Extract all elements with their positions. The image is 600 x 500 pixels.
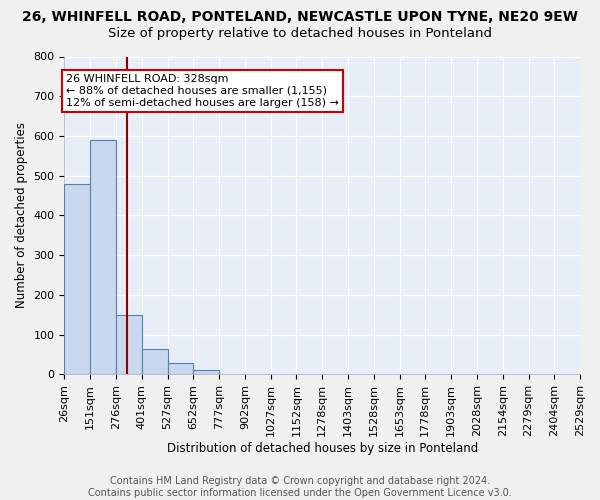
Y-axis label: Number of detached properties: Number of detached properties <box>15 122 28 308</box>
Bar <box>193 370 219 374</box>
Bar <box>142 348 167 374</box>
Text: Size of property relative to detached houses in Ponteland: Size of property relative to detached ho… <box>108 28 492 40</box>
Bar <box>116 315 142 374</box>
Bar <box>64 184 90 374</box>
Text: 26 WHINFELL ROAD: 328sqm
← 88% of detached houses are smaller (1,155)
12% of sem: 26 WHINFELL ROAD: 328sqm ← 88% of detach… <box>66 74 339 108</box>
Text: Contains HM Land Registry data © Crown copyright and database right 2024.
Contai: Contains HM Land Registry data © Crown c… <box>88 476 512 498</box>
Text: 26, WHINFELL ROAD, PONTELAND, NEWCASTLE UPON TYNE, NE20 9EW: 26, WHINFELL ROAD, PONTELAND, NEWCASTLE … <box>22 10 578 24</box>
Bar <box>167 364 193 374</box>
Bar <box>90 140 116 374</box>
X-axis label: Distribution of detached houses by size in Ponteland: Distribution of detached houses by size … <box>167 442 478 455</box>
